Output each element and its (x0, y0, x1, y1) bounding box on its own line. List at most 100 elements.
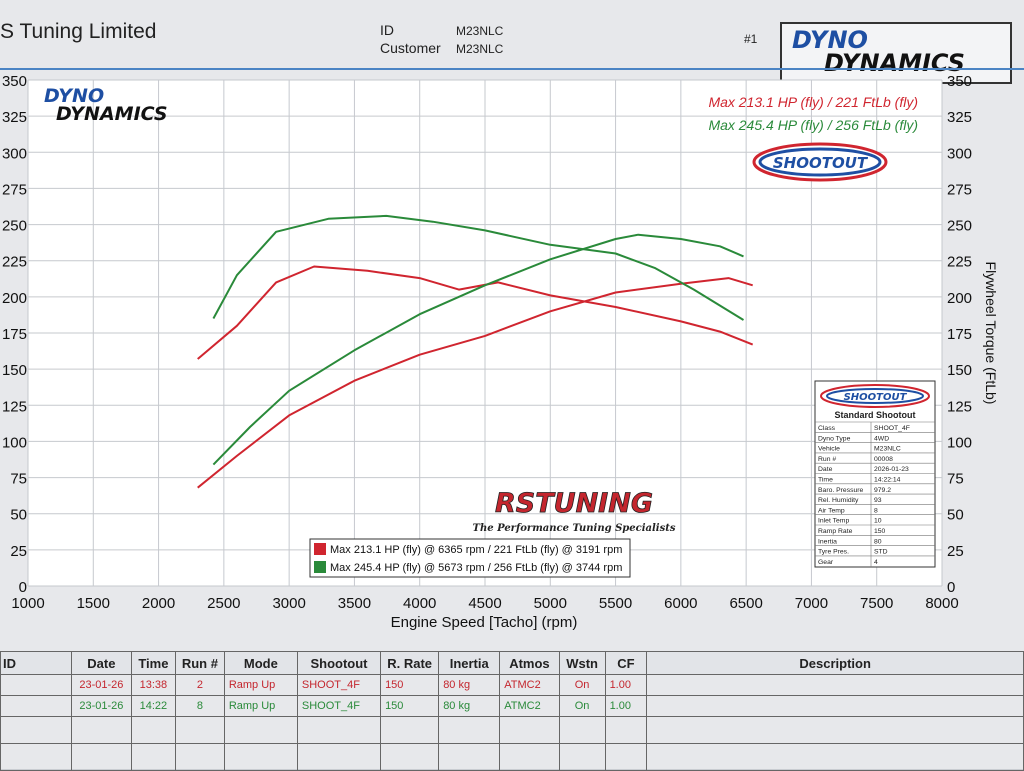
y-tick-right-10: 250 (947, 218, 972, 235)
y-tick-left-6: 150 (2, 362, 27, 379)
y-tick-right-14: 350 (947, 73, 972, 90)
header-divider (0, 68, 1024, 70)
run-cell-0 (0, 674, 72, 696)
y-tick-left-3: 75 (10, 471, 27, 488)
x-tick-11: 6500 (729, 595, 762, 612)
y-tick-left-1: 25 (10, 543, 27, 560)
y-tick-left-14: 350 (2, 73, 27, 90)
series-line-power-2 (212, 233, 744, 466)
info-val-13: 4 (874, 559, 878, 566)
info-key-9: Inlet Temp (818, 518, 849, 525)
run-cell-2: 14:22 (130, 695, 176, 717)
run-cell-9: On (558, 674, 606, 696)
info-val-6: 979.2 (874, 487, 891, 494)
y-axis-label-right: Flywheel Torque (FtLb) (983, 262, 999, 405)
legend-bottom-red: Max 213.1 HP (fly) @ 6365 rpm / 221 FtLb… (330, 544, 622, 556)
x-tick-7: 4500 (468, 595, 501, 612)
logo-line2: DYNAMICS (824, 49, 965, 77)
run-cell-11 (646, 674, 1024, 696)
x-tick-3: 2500 (207, 595, 240, 612)
info-val-10: 150 (874, 528, 886, 535)
x-tick-labels: 1000 1500 2000 2500 3000 3500 4000 4500 5000 5500… (11, 595, 958, 612)
info-key-0: Class (818, 425, 836, 432)
series-line-torque-3 (212, 214, 745, 321)
chart-logo-line2: DYNAMICS (56, 103, 168, 125)
info-val-12: STD (874, 549, 888, 556)
y-tick-right-6: 150 (947, 362, 972, 379)
run-cell-11 (646, 695, 1024, 717)
blank-row (0, 716, 1024, 744)
y-tick-right-12: 300 (947, 145, 972, 162)
run-row[interactable]: 23-01-26 13:38 2 Ramp Up SHOOT_4F 150 80 kg ATM… (0, 674, 1024, 696)
brand-name: RSTUNING (495, 488, 653, 519)
y-tick-right-8: 200 (947, 290, 972, 307)
col-header-5: Shootout (296, 651, 382, 675)
shootout-logo-text: SHOOTOUT (773, 154, 869, 172)
col-header-2: Time (130, 651, 176, 675)
y-tick-left-12: 300 (2, 145, 27, 162)
run-cell-6: 150 (380, 695, 440, 717)
info-key-12: Tyre Pres. (818, 549, 849, 556)
info-key-10: Ramp Rate (818, 528, 853, 535)
info-val-11: 80 (874, 538, 882, 545)
shootout-logo: SHOOTOUT (752, 142, 888, 182)
run-cell-7: 80 kg (438, 695, 501, 717)
info-val-8: 8 (874, 507, 878, 514)
y-tick-left-13: 325 (2, 109, 27, 126)
info-key-2: Vehicle (818, 446, 840, 453)
col-header-11: Description (646, 651, 1024, 675)
info-key-11: Inertia (818, 538, 837, 545)
run-cell-10: 1.00 (604, 674, 648, 696)
info-val-1: 4WD (874, 435, 889, 442)
legend-bottom-green: Max 245.4 HP (fly) @ 5673 rpm / 256 FtLb… (330, 562, 622, 574)
run-cell-5: SHOOT_4F (296, 674, 382, 696)
run-row[interactable]: 23-01-26 14:22 8 Ramp Up SHOOT_4F 150 80 kg ATM… (0, 695, 1024, 717)
info-val-9: 10 (874, 518, 882, 525)
x-tick-12: 7000 (795, 595, 828, 612)
col-header-7: Inertia (438, 651, 501, 675)
col-header-4: Mode (223, 651, 298, 675)
y-tick-left-0: 0 (19, 579, 27, 596)
x-tick-0: 1000 (11, 595, 44, 612)
info-key-4: Date (818, 466, 833, 473)
logo-line1: DYNO (792, 26, 868, 54)
info-key-7: Rel. Humidity (818, 497, 859, 504)
y-tick-right-9: 225 (947, 254, 972, 271)
info-key-1: Dyno Type (818, 435, 851, 442)
dyno-chart: 1000 1500 2000 2500 3000 3500 4000 4500 5000 5500… (2, 73, 999, 631)
info-box: SHOOTOUT Standard Shootout Class SHOOT_4F… (814, 380, 936, 568)
y-tick-left-9: 225 (2, 254, 27, 271)
info-val-7: 93 (874, 497, 882, 504)
run-cell-4: Ramp Up (223, 674, 298, 696)
dynodynamics-logo: DYNO DYNAMICS (780, 22, 1012, 84)
col-header-0: ID (0, 651, 72, 675)
run-cell-5: SHOOT_4F (296, 695, 382, 717)
y-tick-right-13: 325 (947, 109, 972, 126)
y-tick-left-5: 125 (2, 398, 27, 415)
run-cell-4: Ramp Up (223, 695, 298, 717)
y-tick-labels-left: 0 25 50 75 100 125 150 175 200 225 250 275 300 325 350 (2, 73, 27, 596)
info-val-2: M23NLC (874, 446, 901, 453)
y-tick-left-11: 275 (2, 181, 27, 198)
legend-top-green: Max 245.4 HP (fly) / 256 FtLb (fly) (708, 117, 918, 133)
col-header-9: Wstn (558, 651, 606, 675)
x-tick-9: 5500 (599, 595, 632, 612)
y-tick-right-11: 275 (947, 181, 972, 198)
info-key-3: Run # (818, 456, 836, 463)
x-tick-14: 8000 (925, 595, 958, 612)
run-cell-3: 2 (174, 674, 225, 696)
col-header-1: Date (70, 651, 132, 675)
x-tick-6: 4000 (403, 595, 436, 612)
id-label: ID (380, 22, 394, 38)
col-header-10: CF (604, 651, 648, 675)
series-line-power-0 (197, 277, 753, 489)
legend-swatch-green (314, 561, 326, 573)
brand-tagline: The Performance Tuning Specialists (473, 523, 676, 534)
info-box-title: Standard Shootout (835, 410, 916, 420)
x-tick-2: 2000 (142, 595, 175, 612)
col-header-3: Run # (174, 651, 225, 675)
x-tick-13: 7500 (860, 595, 893, 612)
col-header-6: R. Rate (380, 651, 440, 675)
chart-logo-line1: DYNO (44, 85, 104, 107)
y-tick-left-4: 100 (2, 434, 27, 451)
